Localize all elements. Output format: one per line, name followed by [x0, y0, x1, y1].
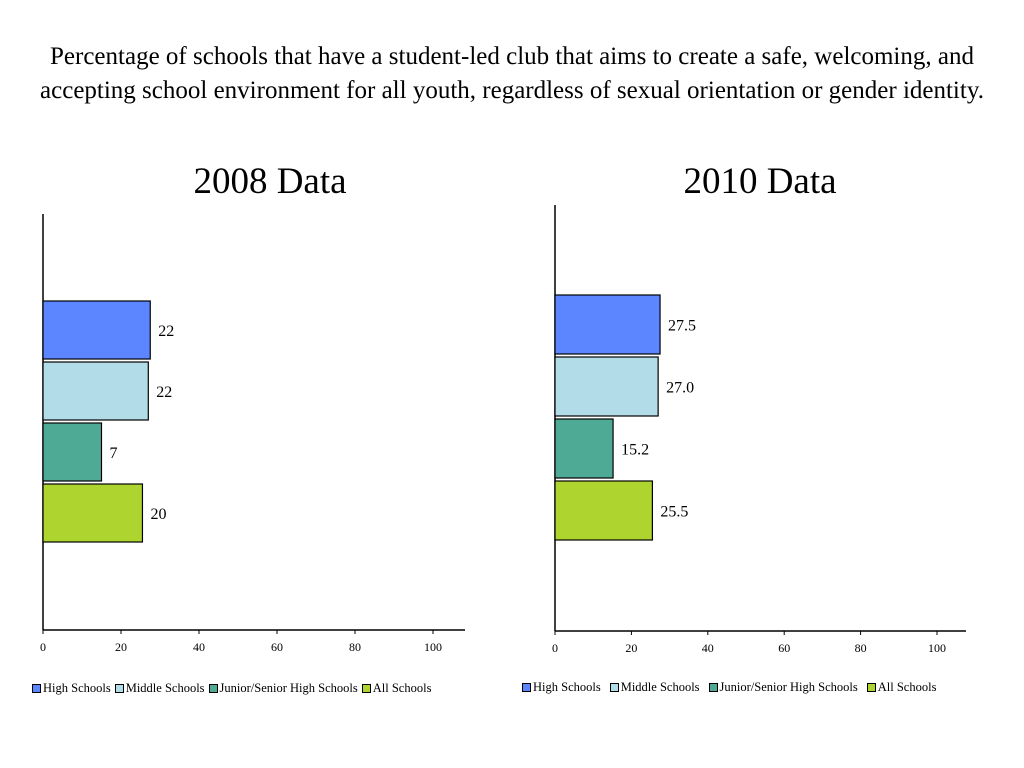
data-label-high-schools-2008: 22	[158, 323, 174, 340]
legend-item-high-schools: High Schools	[32, 681, 111, 696]
x-tick-label-2008: 0	[40, 640, 46, 654]
x-tick-label-2010: 80	[855, 641, 867, 655]
legend-2010: High Schools Middle Schools Junior/Senio…	[522, 680, 936, 695]
bar-middle-schools-2008	[42, 361, 149, 421]
legend-label: High Schools	[43, 681, 111, 695]
data-label-middle-schools-2010: 27.0	[666, 380, 694, 397]
legend-label: High Schools	[533, 680, 601, 694]
legend-item-middle-schools: Middle Schools	[609, 680, 700, 695]
bar-junior-senior-high-schools-2010	[554, 418, 614, 479]
legend-item-high-schools: High Schools	[522, 680, 601, 695]
legend-2008: High Schools Middle Schools Junior/Senio…	[32, 681, 431, 696]
legend-swatch-all-schools	[361, 684, 371, 693]
legend-item-junior-senior-high-schools: Junior/Senior High Schools	[208, 681, 358, 696]
legend-label: Junior/Senior High Schools	[219, 681, 358, 695]
bar-middle-schools-2010	[554, 356, 659, 417]
page-title: Percentage of schools that have a studen…	[40, 43, 984, 104]
data-label-middle-schools-2008: 22	[156, 384, 172, 401]
x-tick-label-2010: 40	[702, 641, 714, 655]
data-label-all-schools-2008: 20	[150, 506, 166, 523]
chart-title-2008: 2008 Data	[193, 161, 347, 202]
legend-swatch-middle-schools	[114, 684, 124, 693]
bar-all-schools-2010	[554, 480, 654, 541]
x-tick-label-2010: 60	[778, 641, 790, 655]
data-label-junior-senior-high-schools-2010: 15.2	[621, 442, 649, 459]
legend-label: Junior/Senior High Schools	[719, 680, 858, 694]
legend-label: Middle Schools	[620, 680, 700, 694]
x-tick-label-2008: 20	[115, 640, 127, 654]
legend-item-all-schools: All Schools	[866, 680, 937, 695]
x-tick-label-2008: 40	[193, 640, 205, 654]
legend-item-all-schools: All Schools	[361, 681, 432, 696]
x-tick-label-2008: 60	[271, 640, 283, 654]
bar-junior-senior-high-schools-2008	[42, 422, 103, 482]
x-tick-label-2010: 0	[552, 641, 558, 655]
x-tick-label-2008: 100	[424, 640, 442, 654]
legend-label: Middle Schools	[125, 681, 205, 695]
bar-all-schools-2008	[42, 483, 144, 543]
legend-swatch-junior-senior	[708, 683, 718, 692]
legend-label: All Schools	[372, 681, 432, 695]
legend-swatch-junior-senior	[208, 684, 218, 693]
legend-swatch-middle-schools	[609, 683, 619, 692]
x-tick-label-2010: 100	[928, 641, 946, 655]
legend-item-junior-senior-high-schools: Junior/Senior High Schools	[708, 680, 858, 695]
legend-swatch-high-schools	[32, 684, 41, 693]
x-tick-label-2008: 80	[349, 640, 361, 654]
legend-item-middle-schools: Middle Schools	[114, 681, 205, 696]
data-label-high-schools-2010: 27.5	[668, 318, 696, 335]
data-label-junior-senior-high-schools-2008: 7	[110, 445, 118, 462]
bar-high-schools-2008	[42, 300, 151, 360]
bar-high-schools-2010	[554, 294, 661, 355]
data-label-all-schools-2010: 25.5	[660, 504, 688, 521]
chart-title-2010: 2010 Data	[683, 161, 837, 202]
legend-swatch-all-schools	[866, 683, 876, 692]
legend-label: All Schools	[877, 680, 937, 694]
x-tick-label-2010: 20	[625, 641, 637, 655]
legend-swatch-high-schools	[522, 683, 531, 692]
